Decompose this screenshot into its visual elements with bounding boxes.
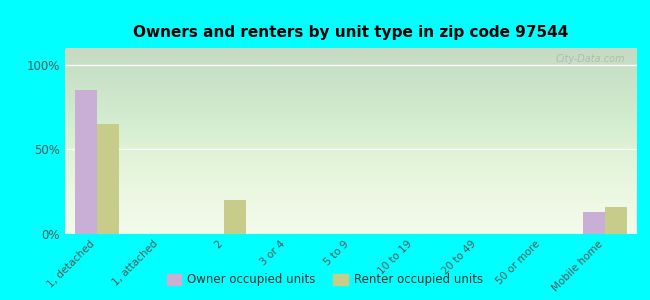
Bar [97,124,119,234]
Bar [75,90,97,234]
Title: Owners and renters by unit type in zip code 97544: Owners and renters by unit type in zip c… [133,25,569,40]
Bar [224,200,246,234]
Text: City-Data.com: City-Data.com [556,54,625,64]
Bar [583,212,605,234]
Bar [605,207,627,234]
Legend: Owner occupied units, Renter occupied units: Owner occupied units, Renter occupied un… [162,269,488,291]
